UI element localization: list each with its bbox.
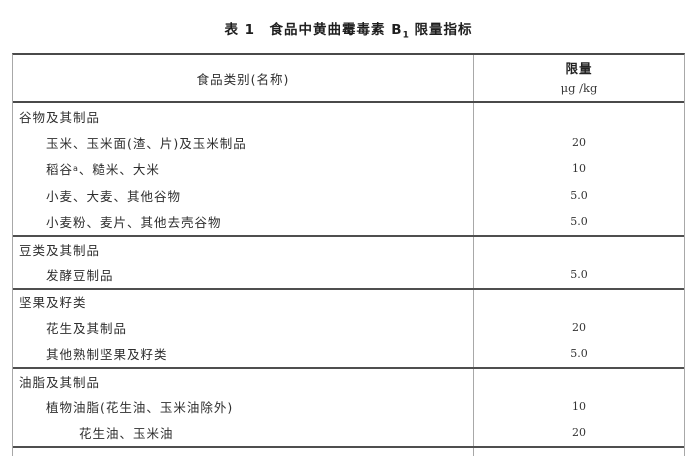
food-category-cell: 植物油脂(花生油、玉米油除外): [13, 393, 473, 419]
table-title-text: 表 1 食品中黄曲霉毒素 B: [224, 22, 403, 38]
limit-value-cell: 5.0: [473, 261, 684, 288]
limit-value-cell: 5.0: [473, 182, 684, 209]
header-limit-label: 限量: [565, 60, 593, 76]
row-label: 植物油脂(花生油、玉米油除外): [46, 399, 234, 415]
food-category-cell: 小麦粉、麦片、其他去壳谷物: [13, 209, 473, 235]
row-label: 谷物及其制品: [19, 109, 101, 125]
table-title: 表 1 食品中黄曲霉毒素 B1 限量指标: [0, 18, 697, 41]
row-label: 豆类及其制品: [19, 242, 101, 258]
table-row-partial: [13, 446, 684, 456]
table-row-category: 豆类及其制品: [13, 234, 684, 262]
limit-value-cell: [473, 448, 684, 456]
row-label: 其他熟制坚果及籽类: [46, 347, 168, 363]
limit-value-cell: 20: [473, 419, 684, 447]
food-category-cell: [13, 448, 473, 456]
table-header-row: 食品类别(名称) 限量 μg /kg: [13, 55, 684, 103]
food-category-cell: 花生油、玉米油: [13, 420, 473, 446]
limit-value-cell: 10: [473, 393, 684, 420]
row-label: 玉米、玉米面(渣、片)及玉米制品: [46, 136, 247, 152]
limit-value: 5.0: [570, 347, 588, 361]
limit-value: 20: [572, 320, 586, 334]
food-category-cell: 坚果及籽类: [13, 290, 473, 314]
row-label: 油脂及其制品: [19, 374, 101, 390]
limit-value: 10: [572, 162, 586, 176]
food-category-cell: 小麦、大麦、其他谷物: [13, 182, 473, 208]
limit-value: 5.0: [570, 268, 588, 282]
table-row: 植物油脂(花生油、玉米油除外) 10: [13, 393, 684, 420]
food-category-cell: 玉米、玉米面(渣、片)及玉米制品: [13, 129, 473, 155]
limit-value-cell: [473, 236, 684, 262]
header-limit-cell: 限量 μg /kg: [473, 55, 684, 101]
food-category-cell: 其他熟制坚果及籽类: [13, 341, 473, 367]
food-category-cell: 发酵豆制品: [13, 261, 473, 287]
limit-value-cell: 10: [473, 155, 684, 183]
table-row-category: 坚果及籽类: [13, 287, 684, 315]
food-category-cell: 花生及其制品: [13, 314, 473, 340]
limit-value: 5.0: [570, 188, 588, 202]
table-row-category: 谷物及其制品: [13, 103, 684, 130]
limit-value: 20: [572, 136, 586, 150]
table-row: 花生油、玉米油 20: [13, 419, 684, 447]
limit-value: 20: [572, 426, 586, 440]
table-row: 其他熟制坚果及籽类 5.0: [13, 340, 684, 367]
row-label: 花生及其制品: [46, 320, 128, 336]
table-row: 花生及其制品 20: [13, 314, 684, 341]
table-row: 小麦、大麦、其他谷物 5.0: [13, 182, 684, 209]
table-row: 玉米、玉米面(渣、片)及玉米制品 20: [13, 129, 684, 156]
table-title-suffix: 限量指标: [408, 22, 473, 38]
header-food-category-label: 食品类别(名称): [196, 71, 290, 87]
food-category-cell: 油脂及其制品: [13, 369, 473, 393]
limit-value: 5.0: [570, 215, 588, 229]
row-label: 发酵豆制品: [46, 268, 114, 284]
row-label: 、糙米、大米: [78, 162, 160, 178]
table-row: 发酵豆制品 5.0: [13, 261, 684, 288]
limit-value: 10: [572, 399, 586, 413]
limits-table: 食品类别(名称) 限量 μg /kg 谷物及其制品 玉米、玉米面(渣、片)及玉米…: [12, 53, 685, 456]
row-label: 小麦粉、麦片、其他去壳谷物: [46, 215, 222, 231]
row-label: 坚果及籽类: [19, 295, 87, 311]
food-category-cell: 谷物及其制品: [13, 103, 473, 129]
limit-value-cell: [473, 103, 684, 130]
food-category-cell: 豆类及其制品: [13, 237, 473, 261]
limit-value-cell: 5.0: [473, 208, 684, 235]
table-row-category: 油脂及其制品: [13, 366, 684, 394]
table-row: 小麦粉、麦片、其他去壳谷物 5.0: [13, 208, 684, 235]
limit-value-cell: 20: [473, 314, 684, 341]
header-food-category-cell: 食品类别(名称): [13, 55, 473, 101]
limit-value-cell: 5.0: [473, 340, 684, 367]
limit-value-cell: 20: [473, 129, 684, 156]
row-label-prefix: 稻谷: [46, 162, 74, 178]
table-row: 稻谷 a 、糙米、大米 10: [13, 155, 684, 183]
title-subscript: 1: [402, 30, 409, 41]
header-limit-unit: μg /kg: [560, 80, 598, 95]
row-label: 花生油、玉米油: [79, 426, 174, 442]
row-label: 小麦、大麦、其他谷物: [46, 188, 182, 204]
limit-value-cell: [473, 368, 684, 394]
limit-value-cell: [473, 289, 684, 315]
food-category-cell: 稻谷 a 、糙米、大米: [13, 156, 473, 182]
